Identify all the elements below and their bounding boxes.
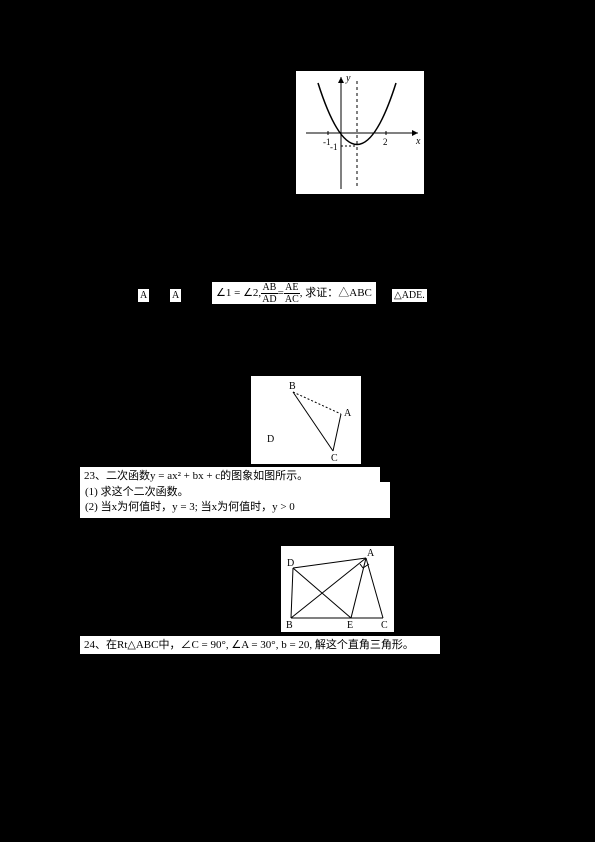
angle-eq: ∠1 = ∠2,	[216, 286, 261, 300]
svg-text:C: C	[381, 620, 388, 631]
svg-text:D: D	[287, 558, 294, 569]
frac-ae-ac: AE AC	[284, 282, 300, 305]
svg-text:B: B	[289, 381, 296, 392]
q23-parts: (1) 求这个二次函数。 (2) 当x为何值时，y = 3; 当x为何值时，y …	[80, 482, 390, 518]
svg-text:D: D	[267, 434, 274, 445]
parabola-chart: y x -1 2 -1	[295, 70, 425, 195]
similarity-formula: ∠1 = ∠2, AB AD = AE AC , 求证：△ABC	[212, 282, 376, 304]
label-a1: A	[138, 289, 149, 302]
q24-text: 24、在Rt△ABC中，∠C = 90°, ∠A = 30°, b = 20, …	[80, 636, 440, 654]
svg-text:C: C	[331, 453, 338, 464]
label-a2: A	[170, 289, 181, 302]
triangle-diagram-2: D A B E C	[280, 545, 395, 633]
svg-text:A: A	[367, 548, 375, 559]
q23-part2: (2) 当x为何值时，y = 3; 当x为何值时，y > 0	[85, 500, 385, 515]
svg-text:B: B	[286, 620, 293, 631]
svg-text:y: y	[345, 73, 351, 84]
svg-text:-1: -1	[330, 142, 338, 152]
svg-text:2: 2	[383, 137, 388, 147]
tail2: △ADE.	[392, 289, 427, 302]
svg-text:A: A	[344, 408, 352, 419]
tail-text: , 求证：△ABC	[300, 286, 372, 300]
svg-text:x: x	[415, 136, 421, 147]
triangle-diagram-1: B A D C	[250, 375, 362, 465]
frac-ab-ad: AB AD	[261, 282, 277, 305]
svg-text:E: E	[347, 620, 353, 631]
q23-part1: (1) 求这个二次函数。	[85, 485, 385, 500]
